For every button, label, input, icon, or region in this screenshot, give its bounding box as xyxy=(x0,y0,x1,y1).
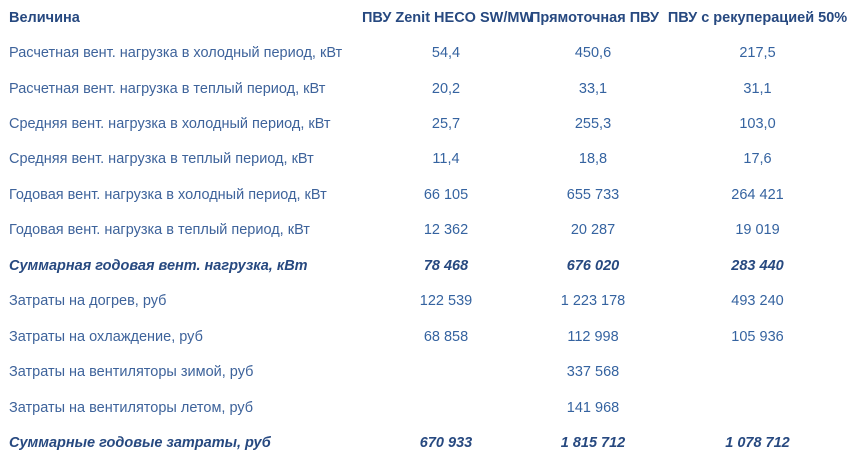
table-row: Затраты на вентиляторы зимой, руб 337 56… xyxy=(0,354,859,389)
cell-value-direct-flow: 655 733 xyxy=(566,186,620,203)
column-header-pvu-zenit-heco: ПВУ Zenit HECO SW/MW xyxy=(362,9,534,26)
cell-value-direct-flow: 20 287 xyxy=(570,222,616,239)
row-label: Затраты на охлаждение, руб xyxy=(9,328,203,345)
column-header-pvu-recuperation-50: ПВУ с рекуперацией 50% xyxy=(667,9,848,26)
cell-value-recuperation: 19 019 xyxy=(735,222,780,239)
cell-value-recuperation: 493 240 xyxy=(731,293,784,310)
cell-value-direct-flow: 337 568 xyxy=(566,364,620,381)
cell-value-recuperation: 103,0 xyxy=(739,116,776,133)
table-row: Затраты на догрев, руб 122 539 1 223 178… xyxy=(0,284,859,319)
cell-value-pvu-zenit: 11,4 xyxy=(432,151,460,168)
cell-value-pvu-zenit: 78 468 xyxy=(423,257,469,274)
cell-value-direct-flow: 112 998 xyxy=(567,328,619,345)
table-row: Суммарные годовые затраты, руб 670 933 1… xyxy=(0,425,859,461)
cell-value-pvu-zenit: 68 858 xyxy=(423,328,469,345)
table-row: Средняя вент. нагрузка в холодный период… xyxy=(0,106,859,141)
cell-value-pvu-zenit xyxy=(362,390,530,425)
cell-value-pvu-zenit: 122 539 xyxy=(419,293,473,310)
column-header-quantity: Величина xyxy=(9,9,80,26)
cell-value-direct-flow: 255,3 xyxy=(574,116,612,133)
cell-value-recuperation: 217,5 xyxy=(739,45,776,62)
cell-value-direct-flow: 676 020 xyxy=(566,257,620,274)
row-label: Средняя вент. нагрузка в холодный период… xyxy=(9,116,331,133)
cell-value-direct-flow: 18,8 xyxy=(578,151,608,168)
row-label: Годовая вент. нагрузка в теплый период, … xyxy=(9,222,310,239)
table-header-row: Величина ПВУ Zenit HECO SW/MW Прямоточна… xyxy=(0,0,859,35)
cell-value-direct-flow: 450,6 xyxy=(574,45,612,62)
table-row: Затраты на охлаждение, руб 68 858 112 99… xyxy=(0,319,859,354)
table-row: Расчетная вент. нагрузка в холодный пери… xyxy=(0,35,859,70)
table-row: Годовая вент. нагрузка в теплый период, … xyxy=(0,213,859,248)
cell-value-recuperation: 264 421 xyxy=(731,186,784,203)
cell-value-recuperation: 17,6 xyxy=(743,151,772,168)
cell-value-recuperation: 1 078 712 xyxy=(725,435,790,452)
row-label: Затраты на догрев, руб xyxy=(9,293,167,310)
column-header-direct-flow-pvu: Прямоточная ПВУ xyxy=(530,9,660,26)
cell-value-recuperation xyxy=(656,390,859,425)
cell-value-pvu-zenit: 670 933 xyxy=(419,435,473,452)
cell-value-direct-flow: 1 223 178 xyxy=(560,293,626,310)
table-row: Расчетная вент. нагрузка в теплый период… xyxy=(0,71,859,106)
cell-value-recuperation: 105 936 xyxy=(731,328,784,345)
row-label: Суммарные годовые затраты, руб xyxy=(9,435,271,452)
cell-value-pvu-zenit: 20,2 xyxy=(431,80,461,97)
cell-value-pvu-zenit: 66 105 xyxy=(423,186,469,203)
cell-value-pvu-zenit: 12 362 xyxy=(423,222,469,239)
cell-value-pvu-zenit: 54,4 xyxy=(431,45,461,62)
row-label: Суммарная годовая вент. нагрузка, кВт xyxy=(9,257,308,274)
table-row: Суммарная годовая вент. нагрузка, кВт 78… xyxy=(0,248,859,283)
cell-value-direct-flow: 33,1 xyxy=(578,80,608,97)
cell-value-direct-flow: 1 815 712 xyxy=(560,435,626,452)
cell-value-recuperation xyxy=(656,354,859,389)
row-label: Годовая вент. нагрузка в холодный период… xyxy=(9,186,327,203)
cell-value-direct-flow: 141 968 xyxy=(566,399,620,416)
row-label: Расчетная вент. нагрузка в холодный пери… xyxy=(9,45,343,62)
table-row: Средняя вент. нагрузка в теплый период, … xyxy=(0,142,859,177)
cell-value-recuperation: 31,1 xyxy=(743,80,772,97)
row-label: Затраты на вентиляторы зимой, руб xyxy=(9,364,254,381)
cell-value-pvu-zenit: 25,7 xyxy=(431,116,461,133)
row-label: Расчетная вент. нагрузка в теплый период… xyxy=(9,80,326,97)
table-row: Затраты на вентиляторы летом, руб 141 96… xyxy=(0,390,859,425)
table-row: Годовая вент. нагрузка в холодный период… xyxy=(0,177,859,212)
cell-value-recuperation: 283 440 xyxy=(731,257,784,274)
table-body: Расчетная вент. нагрузка в холодный пери… xyxy=(0,35,859,461)
cell-value-pvu-zenit xyxy=(362,354,530,389)
row-label: Средняя вент. нагрузка в теплый период, … xyxy=(9,151,314,168)
row-label: Затраты на вентиляторы летом, руб xyxy=(9,399,254,416)
